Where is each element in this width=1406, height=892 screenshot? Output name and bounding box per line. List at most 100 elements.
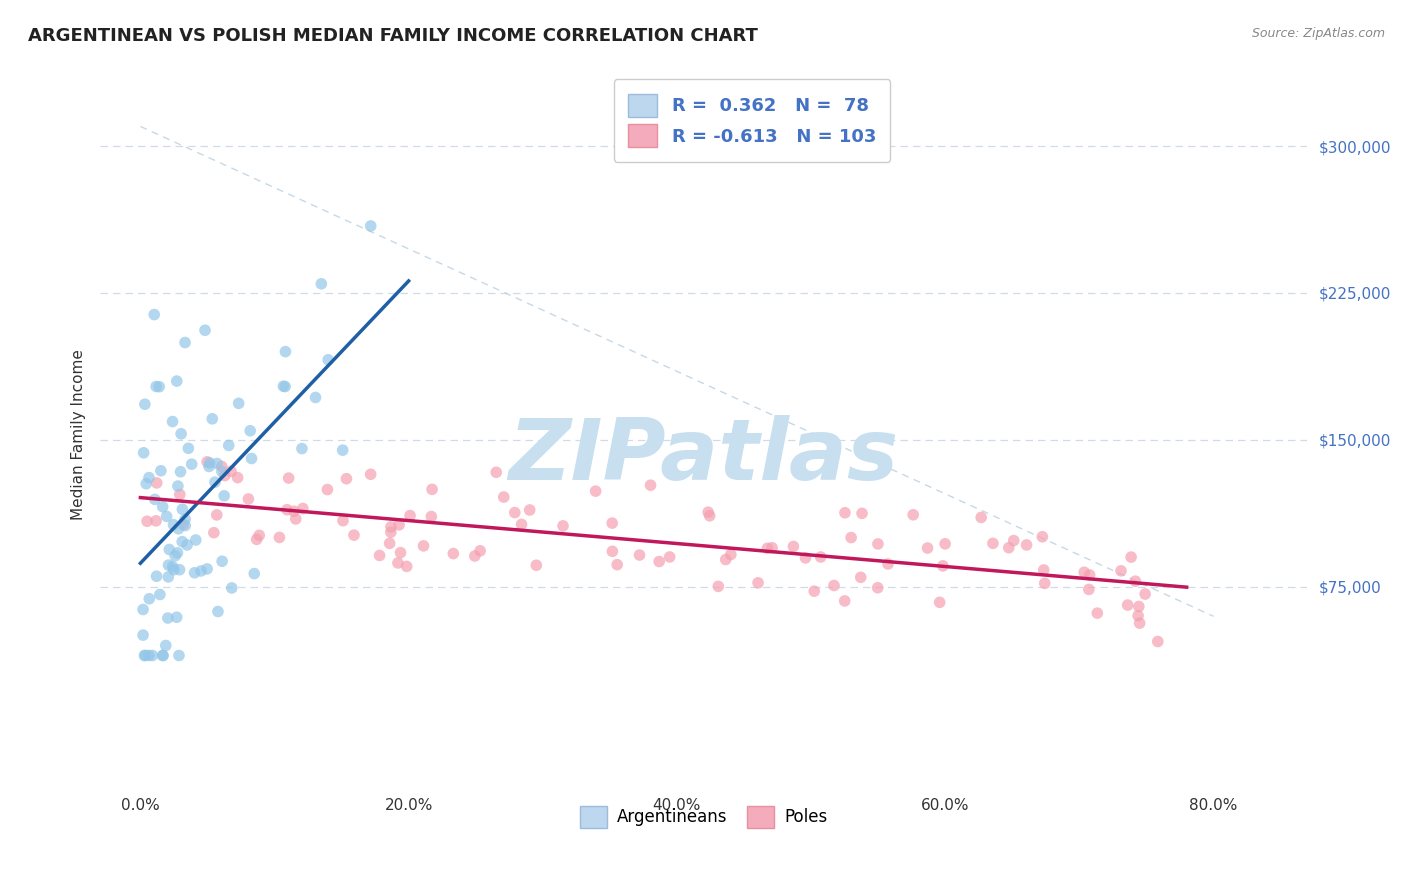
Point [219, 464, 242, 478]
Point [167, 479, 190, 493]
Point [190, 564, 212, 578]
Point [177, 442, 200, 456]
Point [204, 475, 226, 490]
Y-axis label: Median Family Income: Median Family Income [72, 350, 86, 521]
Point [699, 508, 721, 523]
Point [420, 509, 443, 524]
Point [866, 537, 889, 551]
Point [132, 628, 155, 642]
Point [134, 397, 156, 411]
Point [240, 451, 263, 466]
Point [195, 562, 218, 576]
Point [228, 396, 250, 410]
Point [866, 581, 889, 595]
Point [316, 483, 339, 497]
Point [1031, 530, 1053, 544]
Point [970, 510, 993, 524]
Point [169, 487, 191, 501]
Point [311, 277, 333, 291]
Point [174, 512, 197, 526]
Point [441, 547, 464, 561]
Point [157, 558, 180, 573]
Point [851, 506, 873, 520]
Point [163, 563, 186, 577]
Point [707, 579, 730, 593]
Point [134, 648, 156, 663]
Point [756, 541, 779, 556]
Point [304, 391, 326, 405]
Point [343, 528, 366, 542]
Point [1116, 598, 1139, 612]
Point [176, 538, 198, 552]
Point [214, 468, 236, 483]
Point [399, 508, 422, 523]
Point [184, 533, 207, 547]
Point [211, 465, 233, 479]
Point [849, 570, 872, 584]
Point [395, 559, 418, 574]
Point [658, 549, 681, 564]
Point [1002, 533, 1025, 548]
Point [138, 591, 160, 606]
Point [143, 308, 166, 322]
Point [823, 578, 845, 592]
Point [291, 501, 314, 516]
Point [277, 471, 299, 485]
Point [162, 517, 184, 532]
Point [917, 541, 939, 555]
Point [360, 467, 382, 482]
Point [551, 519, 574, 533]
Point [207, 605, 229, 619]
Point [145, 379, 167, 393]
Point [205, 508, 228, 522]
Point [284, 512, 307, 526]
Point [934, 537, 956, 551]
Point [600, 516, 623, 530]
Point [640, 478, 662, 492]
Point [276, 502, 298, 516]
Point [166, 374, 188, 388]
Point [932, 558, 955, 573]
Point [198, 459, 221, 474]
Point [145, 475, 167, 490]
Point [138, 648, 160, 663]
Point [470, 543, 492, 558]
Point [157, 570, 180, 584]
Point [243, 566, 266, 581]
Point [332, 514, 354, 528]
Point [602, 544, 624, 558]
Point [156, 509, 179, 524]
Point [485, 465, 508, 479]
Point [606, 558, 628, 572]
Point [794, 550, 817, 565]
Point [180, 457, 202, 471]
Point [1126, 608, 1149, 623]
Point [648, 555, 671, 569]
Point [1146, 634, 1168, 648]
Point [380, 525, 402, 540]
Point [132, 446, 155, 460]
Point [274, 379, 297, 393]
Point [174, 335, 197, 350]
Point [136, 514, 159, 528]
Point [205, 457, 228, 471]
Point [273, 379, 295, 393]
Point [420, 483, 443, 497]
Point [152, 648, 174, 663]
Point [169, 563, 191, 577]
Point [221, 581, 243, 595]
Point [1129, 616, 1152, 631]
Point [274, 344, 297, 359]
Point [141, 648, 163, 663]
Point [1109, 564, 1132, 578]
Point [149, 587, 172, 601]
Point [194, 323, 217, 337]
Point [834, 594, 856, 608]
Point [1077, 582, 1099, 597]
Point [720, 548, 742, 562]
Point [492, 490, 515, 504]
Point [585, 484, 607, 499]
Point [165, 549, 187, 563]
Point [810, 549, 832, 564]
Point [524, 558, 547, 573]
